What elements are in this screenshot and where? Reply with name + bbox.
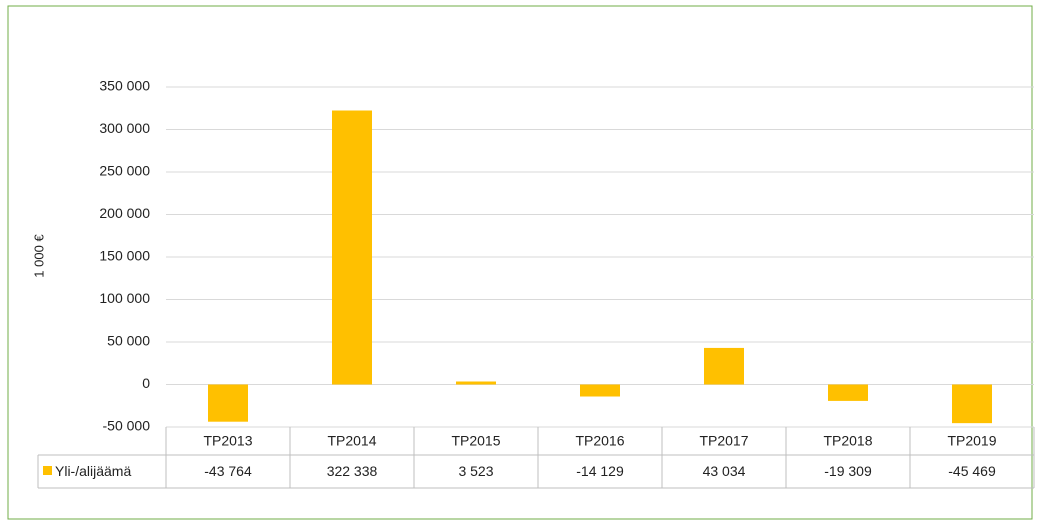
y-tick-label: 200 000	[99, 205, 150, 221]
y-tick-label: 0	[142, 375, 150, 391]
x-tick-label: TP2015	[451, 433, 500, 449]
y-tick-label: 300 000	[99, 120, 150, 136]
y-tick-label: 50 000	[107, 333, 150, 349]
bar	[828, 384, 868, 401]
x-tick-label: TP2014	[327, 433, 376, 449]
table-value: 43 034	[703, 463, 746, 479]
x-tick-label: TP2019	[947, 433, 996, 449]
x-tick-label: TP2018	[823, 433, 872, 449]
legend-swatch	[43, 466, 52, 475]
table-value: -14 129	[576, 463, 624, 479]
bar	[456, 381, 496, 385]
y-tick-label: 350 000	[99, 78, 150, 94]
x-tick-label: TP2013	[203, 433, 252, 449]
y-tick-label: 250 000	[99, 163, 150, 179]
table-value: 322 338	[327, 463, 378, 479]
table-value: -19 309	[824, 463, 872, 479]
table-value: -45 469	[948, 463, 996, 479]
bar	[208, 384, 248, 422]
bar	[952, 384, 992, 424]
bar	[704, 347, 744, 385]
y-tick-label: 150 000	[99, 248, 150, 264]
y-tick-label: 100 000	[99, 290, 150, 306]
legend-label: Yli-/alijäämä	[55, 463, 131, 479]
chart-border	[7, 5, 1033, 520]
y-tick-label: -50 000	[103, 418, 151, 434]
bar	[580, 384, 620, 397]
table-value: 3 523	[458, 463, 493, 479]
table-value: -43 764	[204, 463, 252, 479]
bar	[332, 110, 372, 385]
y-axis-label: 1 000 €	[31, 234, 46, 278]
x-tick-label: TP2016	[575, 433, 624, 449]
x-tick-label: TP2017	[699, 433, 748, 449]
